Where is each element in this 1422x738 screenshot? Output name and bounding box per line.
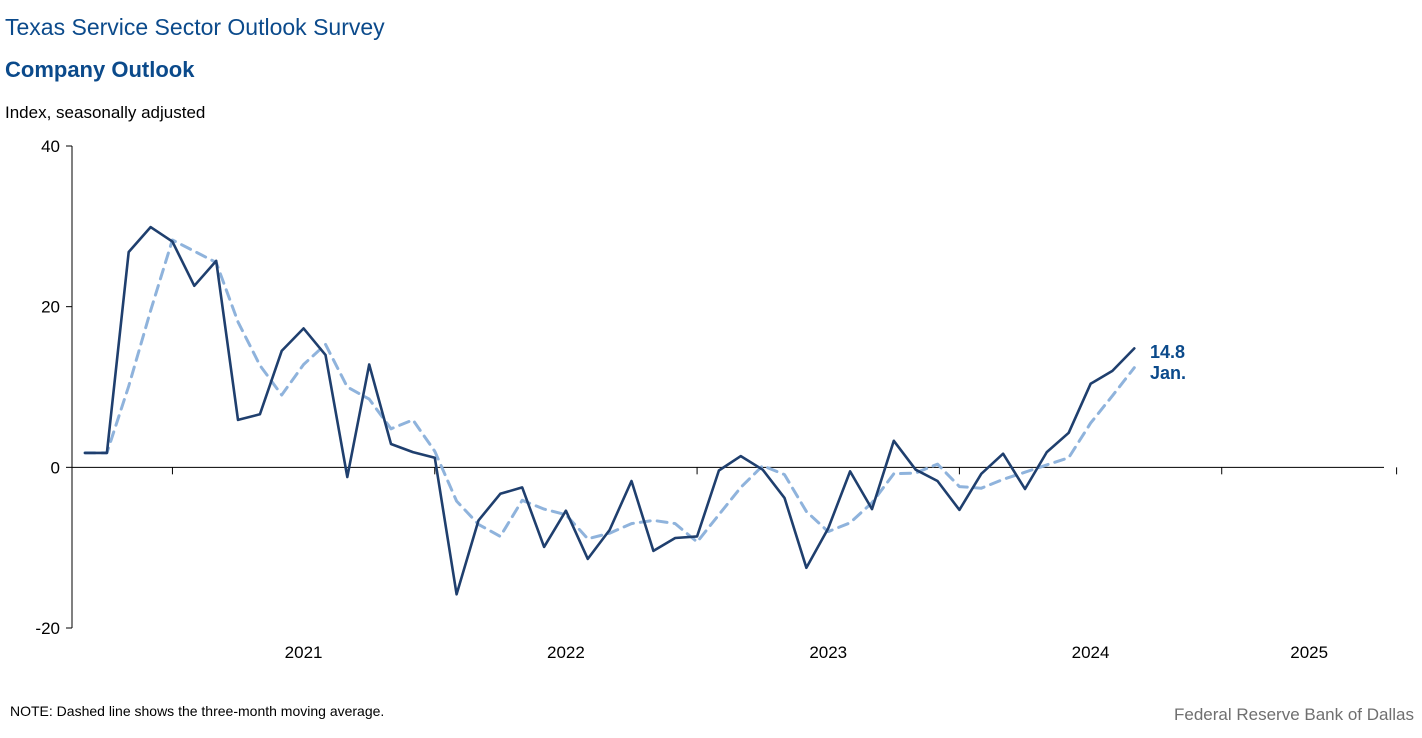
chart-series — [83, 225, 1136, 596]
chart-labels: -20 0 20 40 2021 2022 2023 2024 2025 — [35, 137, 1328, 662]
x-tick-label: 2022 — [547, 643, 585, 662]
x-tick-label: 2024 — [1072, 643, 1110, 662]
source-credit: Federal Reserve Bank of Dallas — [1173, 705, 1414, 724]
y-tick-label: 0 — [51, 458, 60, 477]
chart-subtitle: Company Outlook — [5, 57, 195, 82]
x-tick-label: 2023 — [809, 643, 847, 662]
y-tick-label: -20 — [35, 619, 60, 638]
y-tick-label: 40 — [41, 137, 60, 156]
latest-month-label: Jan. — [1150, 363, 1186, 383]
chart-axes — [66, 145, 1398, 629]
company-outlook-line — [83, 225, 1136, 596]
y-tick-label: 20 — [41, 298, 60, 317]
x-tick-label: 2021 — [285, 643, 323, 662]
latest-value-label: 14.8 — [1150, 342, 1185, 362]
x-tick-label: 2025 — [1290, 643, 1328, 662]
footnote: NOTE: Dashed line shows the three-month … — [10, 703, 385, 719]
moving-average-line — [83, 238, 1136, 544]
y-axis-label: Index, seasonally adjusted — [5, 103, 206, 122]
chart-title: Texas Service Sector Outlook Survey — [5, 14, 385, 40]
